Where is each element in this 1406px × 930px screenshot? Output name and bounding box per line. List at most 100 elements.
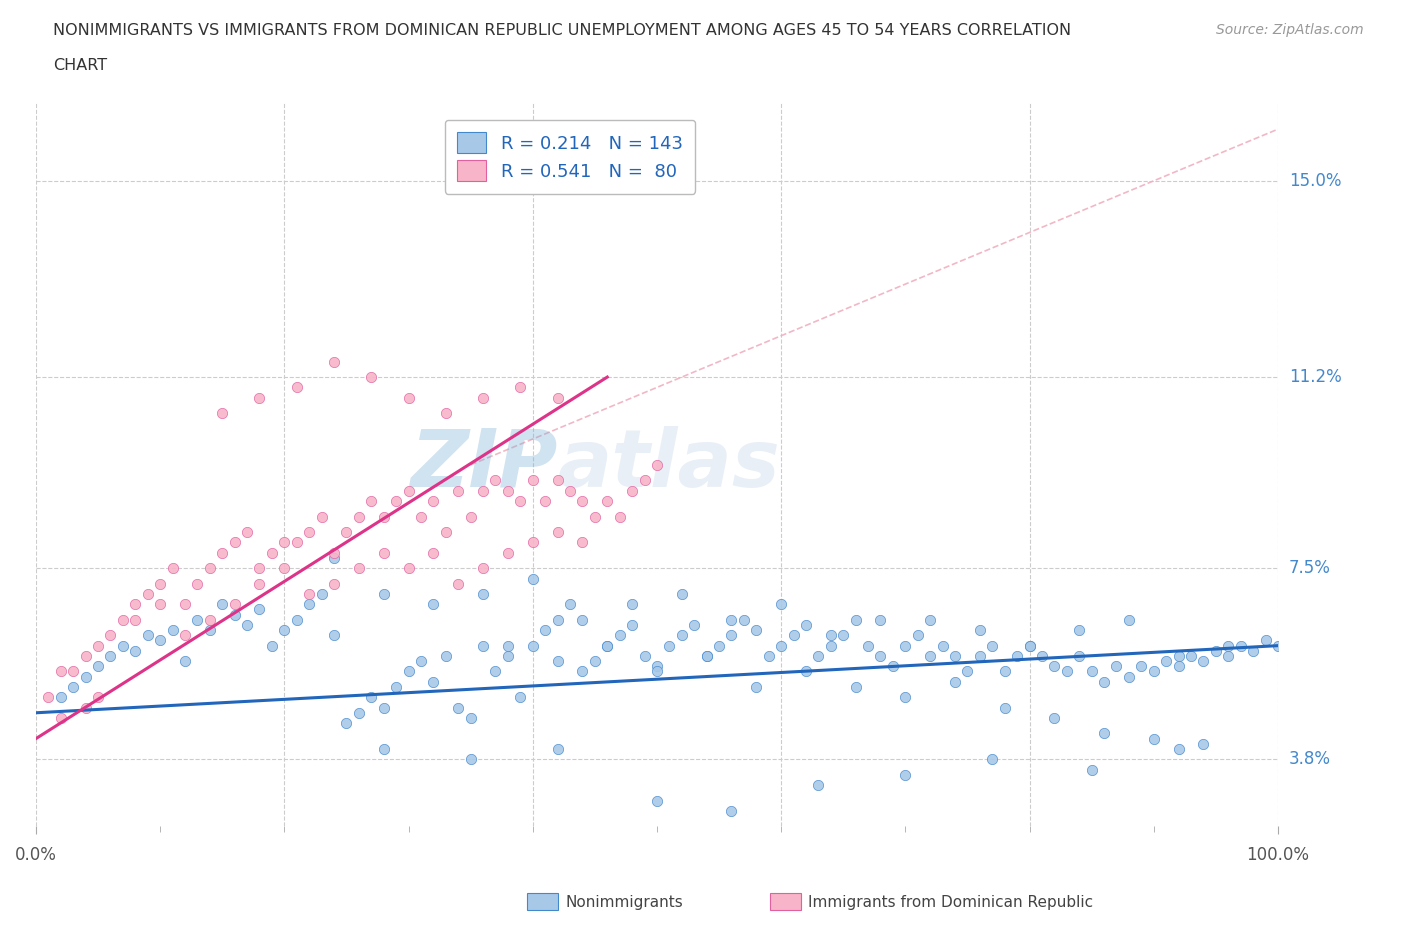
Point [311, 509, 333, 524]
Point [1118, 612, 1140, 627]
Point [224, 597, 246, 612]
Point [472, 638, 495, 653]
Text: ZIP: ZIP [411, 426, 558, 504]
Point [920, 648, 942, 663]
Point [509, 494, 531, 509]
Text: NONIMMIGRANTS VS IMMIGRANTS FROM DOMINICAN REPUBLIC UNEMPLOYMENT AMONG AGES 45 T: NONIMMIGRANTS VS IMMIGRANTS FROM DOMINIC… [53, 23, 1071, 38]
Point [571, 535, 593, 550]
Point [111, 638, 134, 653]
Point [621, 484, 644, 498]
Point [409, 654, 432, 669]
Point [509, 690, 531, 705]
Point [696, 648, 718, 663]
Point [285, 380, 308, 395]
Point [472, 561, 495, 576]
Point [347, 561, 370, 576]
Point [522, 571, 544, 586]
Point [645, 658, 668, 673]
Point [75, 670, 97, 684]
Point [496, 638, 519, 653]
Point [398, 664, 420, 679]
Point [820, 628, 842, 643]
Point [174, 654, 197, 669]
Point [87, 690, 110, 705]
Point [522, 535, 544, 550]
Point [260, 545, 283, 560]
Point [969, 623, 991, 638]
Point [882, 658, 904, 673]
Point [198, 612, 221, 627]
Point [460, 509, 482, 524]
Point [136, 628, 159, 643]
Point [845, 612, 868, 627]
Point [596, 494, 619, 509]
Point [956, 664, 979, 679]
Point [1218, 648, 1240, 663]
Point [373, 741, 395, 756]
Point [49, 690, 72, 705]
Point [347, 705, 370, 720]
Point [558, 484, 581, 498]
Point [1180, 648, 1202, 663]
Point [994, 700, 1017, 715]
Point [1143, 731, 1166, 746]
Point [547, 612, 569, 627]
Point [149, 577, 172, 591]
Point [1130, 658, 1153, 673]
Point [683, 618, 706, 632]
Point [845, 680, 868, 695]
Point [186, 577, 208, 591]
Point [534, 494, 557, 509]
Point [633, 648, 655, 663]
Point [1056, 664, 1078, 679]
Point [398, 561, 420, 576]
Point [496, 484, 519, 498]
Point [856, 638, 879, 653]
Point [211, 597, 233, 612]
Point [249, 561, 271, 576]
Point [1229, 638, 1251, 653]
Point [931, 638, 953, 653]
Point [1105, 658, 1128, 673]
Point [571, 612, 593, 627]
Legend: R = 0.214   N = 143, R = 0.541   N =  80: R = 0.214 N = 143, R = 0.541 N = 80 [444, 120, 696, 193]
Point [162, 623, 184, 638]
Point [260, 638, 283, 653]
Point [547, 391, 569, 405]
Point [360, 690, 382, 705]
Point [75, 648, 97, 663]
Point [460, 751, 482, 766]
Point [571, 664, 593, 679]
Point [111, 612, 134, 627]
Point [820, 638, 842, 653]
Point [323, 545, 346, 560]
Point [943, 648, 966, 663]
Point [907, 628, 929, 643]
Point [373, 509, 395, 524]
Point [1018, 638, 1040, 653]
Point [596, 638, 619, 653]
Point [460, 711, 482, 725]
Point [720, 628, 742, 643]
Point [1043, 658, 1066, 673]
Point [807, 648, 830, 663]
Point [1143, 664, 1166, 679]
Point [534, 623, 557, 638]
Point [335, 716, 357, 731]
Point [547, 473, 569, 488]
Point [385, 494, 408, 509]
Point [373, 545, 395, 560]
Point [994, 664, 1017, 679]
Point [149, 633, 172, 648]
Point [609, 628, 631, 643]
Point [149, 597, 172, 612]
Point [1154, 654, 1177, 669]
Point [1167, 741, 1189, 756]
Point [124, 612, 146, 627]
Point [1092, 674, 1115, 689]
Text: atlas: atlas [558, 426, 780, 504]
Point [1167, 658, 1189, 673]
Point [422, 674, 444, 689]
Point [37, 690, 59, 705]
Point [211, 545, 233, 560]
